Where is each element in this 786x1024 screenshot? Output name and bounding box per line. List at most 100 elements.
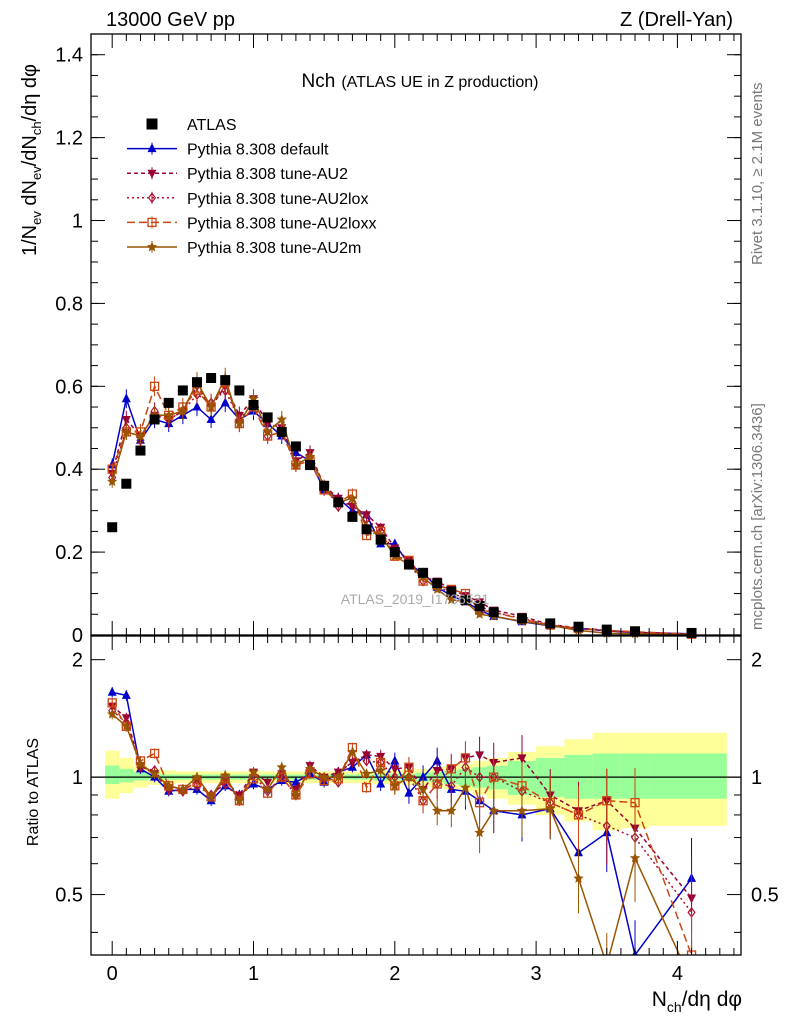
- ratio-point: [517, 754, 527, 764]
- main-panel-frame: 0 0.2 0.4 0.6 0.8 1 1.2 1.4: [55, 33, 742, 647]
- ratio-point: [107, 708, 118, 719]
- data-point: [290, 441, 301, 452]
- uncertainty-band-inner: [133, 772, 148, 781]
- data-point: [375, 534, 386, 545]
- data-point: [276, 414, 287, 424]
- data-point: [220, 375, 231, 386]
- y-tick-label: 0.5: [55, 885, 83, 907]
- plot-frame: [90, 33, 742, 636]
- legend-marker: [147, 217, 157, 228]
- ratio-point: [205, 791, 217, 802]
- y-tick-label: 1.2: [55, 128, 83, 150]
- uncertainty-band-inner: [105, 765, 120, 785]
- y-tick-label-right: 2: [751, 650, 762, 672]
- legend-label: Pythia 8.308 tune-AU2: [187, 166, 348, 183]
- ratio-pythia-8-308-tune-au2m: [107, 708, 697, 986]
- data-point: [319, 480, 330, 491]
- analysis-watermark: ATLAS_2019_I1736531: [341, 591, 490, 607]
- ratio-point: [234, 795, 245, 806]
- ratio-point: [149, 748, 160, 759]
- data-point: [248, 399, 259, 410]
- y-tick-label: 0.8: [55, 293, 83, 315]
- data-point: [177, 405, 189, 416]
- data-point: [573, 621, 584, 632]
- data-point: [446, 594, 457, 605]
- ratio-point: [333, 771, 344, 782]
- ratio-panel-frame: 0.5 0.5 1 1 2 2 0 1 2 3 4: [55, 635, 779, 985]
- y-tick-label-right: 0.5: [751, 885, 779, 907]
- legend-item: Pythia 8.308 tune-AU2m: [127, 240, 361, 257]
- ratio-point: [262, 783, 273, 794]
- legend-item: Pythia 8.308 default: [127, 142, 329, 159]
- data-point: [474, 600, 485, 611]
- data-point: [206, 373, 217, 384]
- legend-marker: [146, 241, 158, 252]
- data-point: [149, 381, 160, 391]
- ratio-point: [290, 789, 302, 800]
- ratio-point: [446, 805, 457, 816]
- data-point: [262, 412, 273, 423]
- legend-label: Pythia 8.308 tune-AU2lox: [187, 191, 368, 208]
- legend-label: Pythia 8.308 tune-AU2loxx: [187, 215, 376, 232]
- rivet-version-label: Rivet 3.1.10, ≥ 2.1M events: [749, 83, 766, 266]
- series-atlas: [107, 373, 697, 638]
- ratio-point: [686, 976, 697, 986]
- ratio-point: [446, 764, 456, 774]
- data-point: [347, 511, 358, 522]
- ratio-point: [403, 771, 415, 782]
- ratio-line: [111, 710, 693, 913]
- legend-item: Pythia 8.308 tune-AU2: [127, 166, 348, 183]
- data-point: [305, 460, 316, 471]
- data-point: [488, 607, 499, 618]
- data-point: [432, 578, 443, 589]
- legend-marker: [147, 143, 157, 153]
- header-right: Z (Drell-Yan): [620, 9, 733, 31]
- ratio-point: [361, 782, 372, 793]
- main-y-axis-label: 1/Nev dNev/dNch/dη dφ: [19, 64, 44, 256]
- ratio-point: [276, 761, 287, 772]
- ratio-point: [474, 798, 485, 808]
- ratio-point: [474, 827, 485, 838]
- data-point: [347, 492, 358, 503]
- mcplots-label: mcplots.cern.ch [arXiv:1306.3436]: [749, 403, 766, 630]
- ratio-series-group: [107, 686, 697, 986]
- ratio-point: [149, 768, 160, 779]
- ratio-point: [475, 751, 485, 761]
- ratio-point: [404, 787, 414, 797]
- ratio-point: [629, 852, 641, 863]
- data-point: [516, 613, 527, 624]
- header-left: 13000 GeV pp: [106, 9, 235, 31]
- ratio-point: [460, 753, 471, 763]
- ratio-point: [107, 698, 117, 708]
- y-tick-label: 2: [72, 650, 83, 672]
- data-point: [333, 497, 344, 508]
- legend-item: ATLAS: [146, 117, 237, 134]
- data-point: [107, 476, 118, 487]
- ratio-point: [573, 810, 584, 820]
- data-point: [121, 478, 132, 489]
- legend-marker: [146, 118, 158, 130]
- ratio-point: [389, 780, 400, 791]
- legend-marker: [147, 169, 157, 179]
- data-point: [545, 618, 556, 629]
- series-line: [111, 375, 692, 636]
- ratio-point: [291, 776, 301, 786]
- ratio-point: [361, 768, 372, 779]
- data-point: [234, 418, 245, 429]
- ratio-point: [573, 872, 584, 883]
- data-point: [220, 397, 230, 407]
- y-tick-label: 0.4: [55, 459, 83, 481]
- ratio-point: [602, 796, 612, 806]
- ratio-point: [135, 758, 146, 769]
- plot-frame: [90, 635, 742, 956]
- data-point: [121, 426, 132, 437]
- ratio-panel-series: [107, 686, 697, 986]
- ratio-point: [390, 755, 400, 765]
- x-tick-label: 0: [107, 963, 118, 985]
- ratio-y-axis-label: Ratio to ATLAS: [25, 738, 42, 846]
- data-point: [163, 397, 174, 408]
- data-point: [163, 409, 174, 420]
- data-point: [361, 524, 372, 535]
- data-point: [205, 401, 217, 412]
- ratio-point: [121, 720, 132, 731]
